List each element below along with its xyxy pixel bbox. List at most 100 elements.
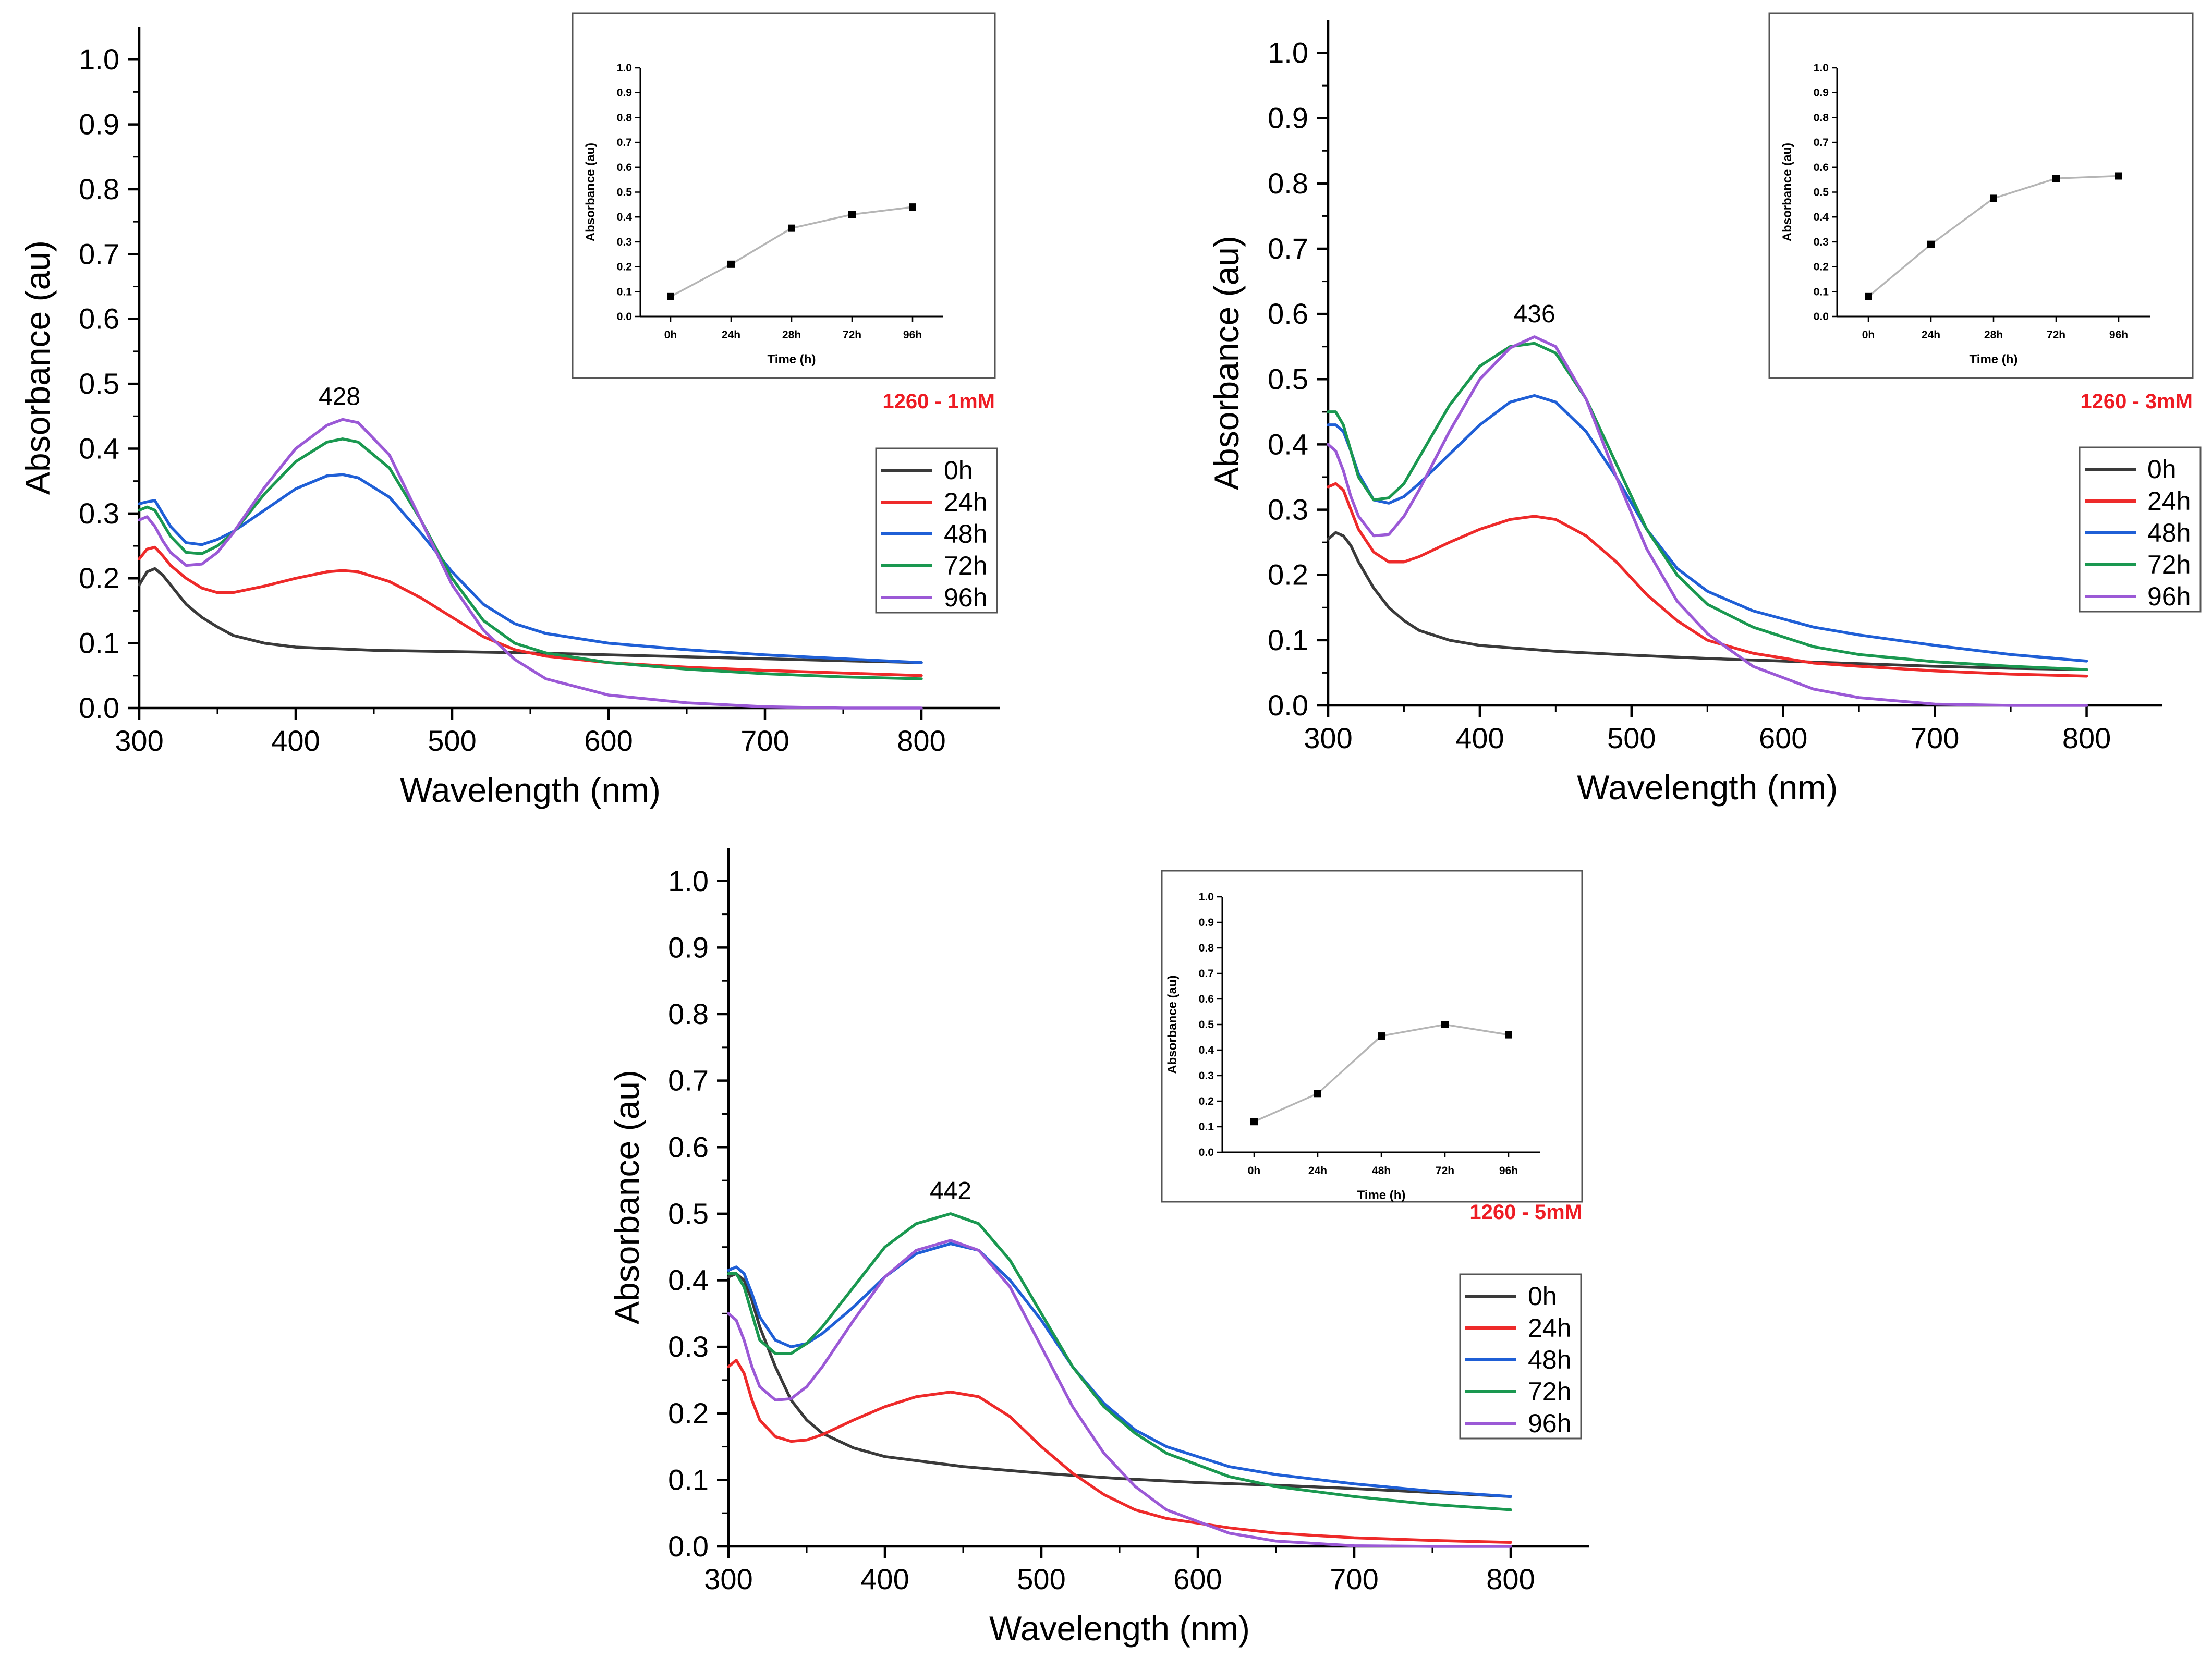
legend-label-48h: 48h — [944, 519, 987, 548]
inset-y-tick-label: 0.4 — [1814, 211, 1829, 223]
inset-y-tick-label: 0.0 — [1814, 311, 1829, 323]
inset-x-tick-label: 72h — [843, 329, 861, 341]
inset-y-tick-label: 1.0 — [1199, 891, 1214, 903]
inset-x-tick-label: 24h — [1922, 329, 1940, 341]
series-line-48h — [727, 1242, 1512, 1498]
legend-box — [1459, 1273, 1582, 1440]
inset-y-tick-label: 0.7 — [1199, 968, 1214, 980]
y-tick-label: 0.3 — [668, 1330, 709, 1363]
y-tick-label: 0.3 — [1268, 493, 1308, 526]
series-line-72h — [1327, 342, 2088, 671]
series-line-24h — [727, 1358, 1512, 1544]
y-tick-label: 0.9 — [668, 931, 709, 964]
peak-label: 442 — [930, 1177, 971, 1205]
y-tick-label: 0.2 — [79, 562, 119, 594]
inset-point — [667, 292, 674, 300]
series-line-48h — [138, 473, 923, 664]
inset-x-tick-label: 96h — [1499, 1165, 1518, 1177]
series-line-96h — [727, 1239, 1512, 1548]
y-tick-label: 0.7 — [79, 237, 119, 270]
y-tick-label: 0.9 — [1268, 102, 1308, 135]
inset-point — [1378, 1032, 1385, 1040]
series-line-96h — [138, 418, 923, 710]
inset-x-tick-label: 96h — [903, 329, 922, 341]
y-axis-title: Absorbance (au) — [18, 240, 57, 495]
inset-point — [1990, 194, 1997, 202]
inset-y-tick-label: 0.2 — [1199, 1095, 1214, 1107]
legend-label-0h: 0h — [2147, 455, 2177, 484]
x-tick-label: 800 — [897, 724, 945, 757]
x-tick-label: 700 — [1911, 722, 1959, 754]
y-tick-label: 0.1 — [668, 1463, 709, 1496]
y-tick-label: 1.0 — [1268, 36, 1308, 69]
y-tick-label: 0.4 — [79, 432, 119, 465]
y-tick-label: 0.0 — [1268, 689, 1308, 722]
legend-label-72h: 72h — [944, 551, 987, 580]
x-tick-label: 800 — [2062, 722, 2111, 754]
inset-y-tick-label: 0.7 — [617, 137, 632, 149]
y-tick-label: 0.6 — [1268, 297, 1308, 330]
inset-x-tick-label: 0h — [664, 329, 677, 341]
inset-x-tick-label: 28h — [1984, 329, 2003, 341]
inset-point — [1927, 240, 1935, 248]
inset-y-tick-label: 0.1 — [1199, 1121, 1214, 1133]
inset-x-tick-label: 0h — [1862, 329, 1875, 341]
series-line-96h — [1327, 335, 2088, 707]
y-tick-label: 1.0 — [79, 43, 119, 76]
y-tick-label: 0.8 — [79, 173, 119, 205]
inset-y-tick-label: 0.6 — [617, 162, 632, 174]
y-tick-label: 0.1 — [79, 627, 119, 660]
inset-x-tick-label: 0h — [1248, 1165, 1261, 1177]
chart-panel-3mM: 300 400 500 600 700 8000.00.10.20.30.40.50.60… — [1207, 12, 2202, 807]
inset-y-tick-label: 0.9 — [1199, 917, 1214, 929]
inset-y-tick-label: 0.0 — [1199, 1147, 1214, 1159]
y-tick-label: 0.5 — [1268, 362, 1308, 395]
chart-panel-5mM: 300 400 500 600 700 8000.00.10.20.30.40.50.60… — [607, 848, 1589, 1648]
legend-box — [875, 447, 998, 614]
legend-label-24h: 24h — [1528, 1313, 1571, 1343]
inset-x-tick-label: 28h — [782, 329, 801, 341]
x-tick-label: 500 — [1017, 1563, 1065, 1595]
inset-y-title: Absorbance (au) — [584, 143, 598, 241]
y-tick-label: 0.5 — [79, 367, 119, 400]
y-tick-label: 0.8 — [1268, 167, 1308, 200]
inset-y-tick-label: 0.8 — [1814, 112, 1829, 124]
inset-y-tick-label: 0.3 — [617, 236, 632, 248]
series-line-24h — [1327, 482, 2088, 678]
series-line-0h — [727, 1272, 1512, 1498]
inset-point — [1865, 292, 1872, 300]
legend-label-0h: 0h — [944, 456, 973, 485]
inset-point — [727, 260, 735, 268]
y-tick-label: 0.0 — [668, 1530, 709, 1563]
peak-label: 428 — [319, 383, 360, 411]
y-tick-label: 0.2 — [668, 1397, 709, 1430]
x-tick-label: 700 — [740, 724, 789, 757]
x-tick-label: 400 — [271, 724, 320, 757]
inset-y-tick-label: 0.4 — [1199, 1044, 1214, 1056]
inset-y-tick-label: 0.2 — [617, 261, 632, 273]
legend-label-24h: 24h — [2147, 486, 2191, 516]
y-tick-label: 0.2 — [1268, 558, 1308, 591]
inset-y-tick-label: 0.3 — [1814, 236, 1829, 248]
legend-label-0h: 0h — [1528, 1282, 1557, 1311]
inset-point — [1314, 1090, 1321, 1098]
x-tick-label: 400 — [860, 1563, 909, 1595]
y-axis-title: Absorbance (au) — [1207, 236, 1246, 490]
inset-y-tick-label: 0.3 — [1199, 1070, 1214, 1082]
x-tick-label: 600 — [1173, 1563, 1222, 1595]
legend-label-48h: 48h — [2147, 518, 2191, 547]
inset-y-title: Absorbance (au) — [1780, 143, 1794, 241]
inset-y-tick-label: 0.6 — [1814, 162, 1829, 174]
x-tick-label: 700 — [1330, 1563, 1378, 1595]
inset-y-title: Absorbance (au) — [1165, 975, 1180, 1074]
y-tick-label: 0.6 — [79, 302, 119, 335]
inset-y-tick-label: 0.5 — [617, 187, 633, 199]
chart-panel-1mM: 300 400 500 600 700 8000.00.10.20.30.40.50.60… — [18, 12, 1000, 809]
legend-label-96h: 96h — [2147, 582, 2191, 611]
x-tick-label: 300 — [704, 1563, 752, 1595]
inset-y-tick-label: 1.0 — [1814, 62, 1829, 74]
y-tick-label: 0.4 — [1268, 428, 1308, 460]
y-tick-label: 1.0 — [668, 864, 709, 897]
